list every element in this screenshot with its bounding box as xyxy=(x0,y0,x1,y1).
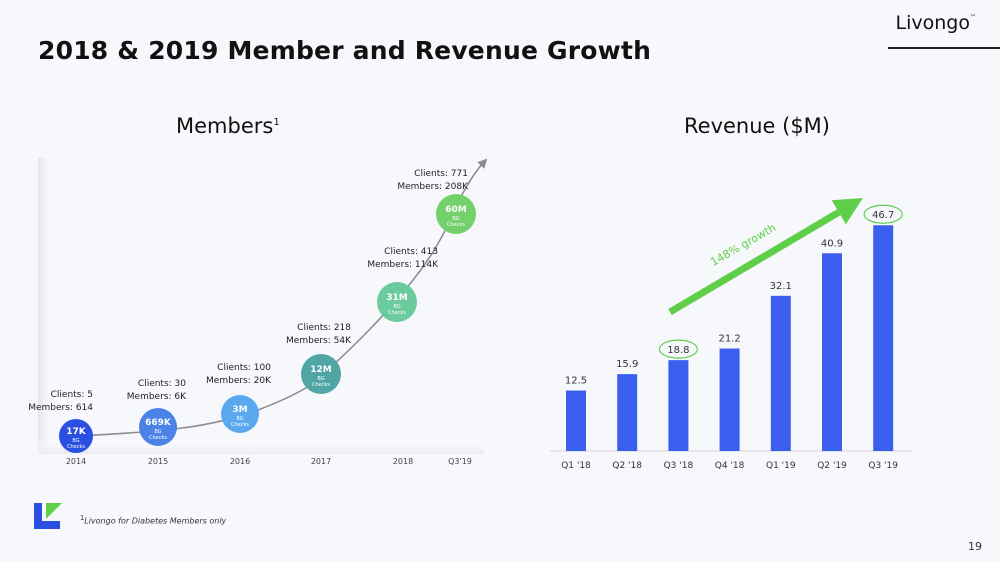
member-bubble-sub-2: Checks xyxy=(447,222,465,228)
member-bubble-0 xyxy=(59,419,93,453)
member-bubble-sub-2: Checks xyxy=(67,444,85,450)
revenue-data-label: 40.9 xyxy=(821,238,843,249)
footnote: 1Livongo for Diabetes Members only xyxy=(80,514,226,526)
member-bubble-sub-1: BG xyxy=(72,438,79,444)
brand-trademark: ™ xyxy=(970,14,976,21)
revenue-x-tick-label: Q4 '18 xyxy=(715,461,745,471)
revenue-x-tick-label: Q1 '18 xyxy=(561,461,591,471)
revenue-bar xyxy=(668,360,689,451)
revenue-bar xyxy=(719,348,740,451)
revenue-x-tick-label: Q3 '19 xyxy=(868,461,898,471)
member-clients-label: Clients: 30 xyxy=(138,379,186,389)
members-chart-backwall xyxy=(38,158,52,452)
revenue-data-label: 15.9 xyxy=(616,359,638,370)
member-bubble-sub-1: BG xyxy=(452,216,459,222)
member-clients-label: Clients: 100 xyxy=(217,363,271,373)
member-bubble-value: 17K xyxy=(66,427,87,437)
member-count-label: Members: 208K xyxy=(397,182,469,192)
member-bubble-value: 60M xyxy=(445,205,467,215)
slide-title: 2018 & 2019 Member and Revenue Growth xyxy=(38,36,652,65)
members-x-tick-label: Q3'19 xyxy=(448,457,472,466)
member-count-label: Members: 114K xyxy=(367,260,439,270)
member-bubble-sub-1: BG xyxy=(317,376,324,382)
members-title-text: Members xyxy=(176,114,274,138)
member-clients-label: Clients: 5 xyxy=(51,390,93,400)
member-bubble-1 xyxy=(139,408,177,446)
revenue-bar xyxy=(617,374,638,451)
members-title-footnote-marker: 1 xyxy=(273,117,280,128)
members-x-tick-label: 2018 xyxy=(393,457,413,466)
members-x-tick-label: 2016 xyxy=(230,457,250,466)
revenue-x-tick-label: Q2 '19 xyxy=(817,461,847,471)
member-count-label: Members: 54K xyxy=(286,336,352,346)
members-chart-title: Members1 xyxy=(176,114,280,138)
members-x-tick-label: 2015 xyxy=(148,457,168,466)
member-clients-label: Clients: 413 xyxy=(384,247,438,257)
revenue-bar xyxy=(566,390,586,451)
revenue-x-tick-label: Q2 '18 xyxy=(612,461,642,471)
members-x-tick-label: 2014 xyxy=(66,457,86,466)
member-bubble-2 xyxy=(221,395,259,433)
member-bubble-sub-1: BG xyxy=(154,429,161,435)
member-bubble-sub-1: BG xyxy=(236,416,243,422)
revenue-x-tick-label: Q3 '18 xyxy=(664,461,694,471)
footnote-marker: 1 xyxy=(80,514,85,522)
member-count-label: Members: 20K xyxy=(206,376,272,386)
page-number: 19 xyxy=(968,540,982,553)
member-count-label: Members: 614 xyxy=(28,403,93,413)
revenue-highlight-ellipse xyxy=(863,204,903,224)
member-bubble-sub-2: Checks xyxy=(312,382,330,388)
member-bubble-value: 3M xyxy=(232,405,247,415)
member-bubble-value: 669K xyxy=(145,418,172,428)
revenue-chart-title: Revenue ($M) xyxy=(684,114,830,138)
revenue-bar xyxy=(873,225,894,451)
revenue-data-label: 18.8 xyxy=(667,345,689,356)
revenue-bar xyxy=(770,295,791,451)
member-bubble-5 xyxy=(436,194,476,234)
revenue-data-label: 46.7 xyxy=(872,210,894,221)
member-clients-label: Clients: 771 xyxy=(414,169,468,179)
growth-annotation: 148% growth xyxy=(708,221,778,269)
member-clients-label: Clients: 218 xyxy=(297,323,351,333)
member-bubble-4 xyxy=(377,282,417,322)
member-bubble-3 xyxy=(301,354,341,394)
brand-logo-text: Livongo™ xyxy=(896,12,976,34)
member-bubble-sub-2: Checks xyxy=(149,435,167,441)
revenue-x-tick-label: Q1 '19 xyxy=(766,461,796,471)
revenue-highlight-ellipse xyxy=(658,339,699,359)
member-count-label: Members: 6K xyxy=(127,392,187,402)
revenue-data-label: 32.1 xyxy=(770,281,792,292)
revenue-data-label: 12.5 xyxy=(565,376,587,387)
member-bubble-sub-2: Checks xyxy=(388,310,406,316)
member-bubble-value: 31M xyxy=(386,293,408,303)
members-x-tick-label: 2017 xyxy=(311,457,331,466)
livongo-logo-icon xyxy=(32,501,66,535)
growth-arrow xyxy=(668,198,863,316)
member-bubble-sub-2: Checks xyxy=(231,422,249,428)
member-bubble-sub-1: BG xyxy=(393,304,400,310)
revenue-data-label: 21.2 xyxy=(718,334,740,345)
footnote-text: Livongo for Diabetes Members only xyxy=(84,516,227,526)
brand-name: Livongo xyxy=(895,12,970,34)
revenue-bar xyxy=(822,253,842,451)
member-bubble-value: 12M xyxy=(310,365,332,375)
brand-divider xyxy=(888,47,1000,49)
